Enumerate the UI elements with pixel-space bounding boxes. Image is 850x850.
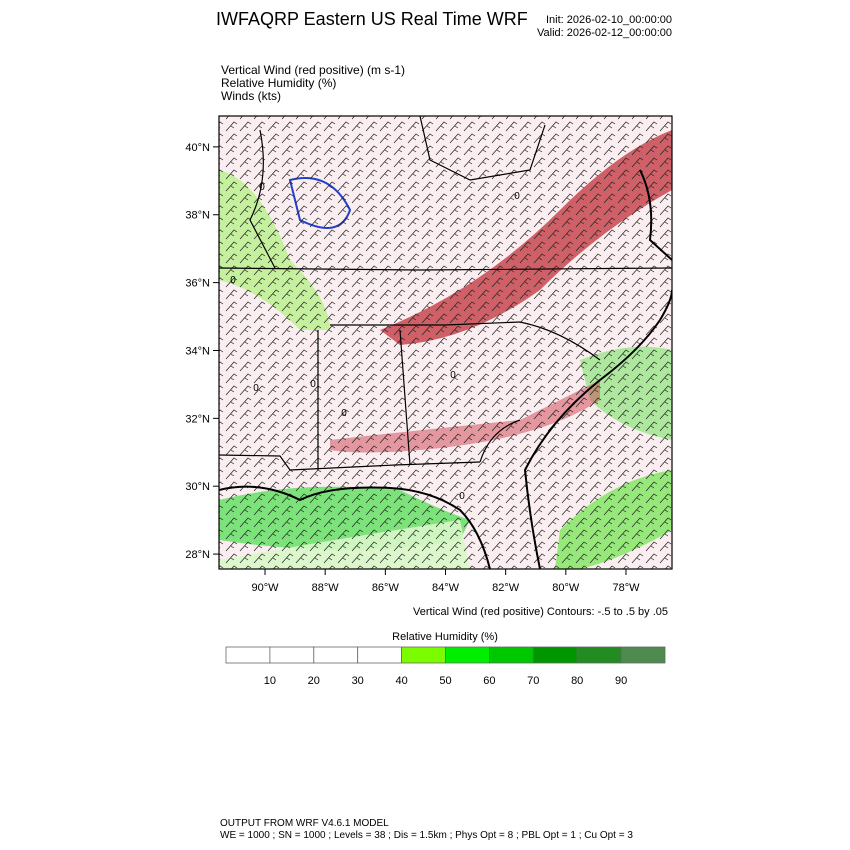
colorbar-title: Relative Humidity (%) <box>392 631 498 643</box>
field-label: Vertical Wind (red positive) (m s-1) <box>221 63 405 77</box>
lat-tick-label: 40°N <box>185 142 210 154</box>
colorbar-box <box>357 646 403 664</box>
colorbar-label: 80 <box>571 675 583 687</box>
lat-tick-label: 32°N <box>185 413 210 425</box>
colorbar-label: 10 <box>264 675 276 687</box>
colorbar-box <box>313 646 359 664</box>
lon-tick-label: 82°W <box>492 582 520 594</box>
contour-label: 0 <box>310 379 316 390</box>
colorbar-box <box>225 646 271 664</box>
lon-tick-label: 84°W <box>432 582 460 594</box>
lat-tick-label: 30°N <box>185 481 210 493</box>
colorbar-box <box>269 646 315 664</box>
lon-tick-label: 78°W <box>612 582 640 594</box>
colorbar-box <box>488 646 534 664</box>
colorbar-box <box>532 646 578 664</box>
contour-note: Vertical Wind (red positive) Contours: -… <box>413 606 668 618</box>
state-borders <box>219 116 672 471</box>
contour-label: 0 <box>259 182 265 193</box>
colorbar-label: 60 <box>483 675 495 687</box>
title: IWFAQRP Eastern US Real Time WRF <box>216 9 528 29</box>
colorbar-box <box>401 646 446 664</box>
colorbar-label: 50 <box>439 675 451 687</box>
map-field <box>219 116 672 569</box>
colorbar-label: 90 <box>615 675 627 687</box>
contour-label: 0 <box>230 275 236 286</box>
lon-tick-label: 86°W <box>372 582 400 594</box>
footer-line: WE = 1000 ; SN = 1000 ; Levels = 38 ; Di… <box>220 830 633 841</box>
lat-tick-label: 28°N <box>185 549 210 561</box>
coastline <box>219 169 672 569</box>
colorbar-label: 70 <box>527 675 539 687</box>
contour-label: 0 <box>514 191 520 202</box>
colorbar-label: 20 <box>308 675 320 687</box>
colorbar-label: 30 <box>352 675 364 687</box>
wind-barbs <box>219 116 672 569</box>
lon-tick-label: 80°W <box>552 582 580 594</box>
valid-time: Valid: 2026-02-12_00:00:00 <box>537 27 672 39</box>
lon-tick-label: 88°W <box>312 582 340 594</box>
colorbar-box <box>620 646 666 664</box>
contour-label: 0 <box>341 408 347 419</box>
field-label: Winds (kts) <box>221 89 281 103</box>
field-label: Relative Humidity (%) <box>221 76 336 90</box>
contour-label: 0 <box>459 491 465 502</box>
init-time: Init: 2026-02-10_00:00:00 <box>546 14 672 26</box>
lat-tick-label: 38°N <box>185 210 210 222</box>
contour-label: 0 <box>253 383 259 394</box>
contour-label: 0 <box>450 370 456 381</box>
colorbar-label: 40 <box>395 675 407 687</box>
lat-tick-label: 34°N <box>185 345 210 357</box>
colorbar-box <box>576 646 622 664</box>
footer-line: OUTPUT FROM WRF V4.6.1 MODEL <box>220 818 389 829</box>
lat-tick-label: 36°N <box>185 278 210 290</box>
lon-tick-label: 90°W <box>252 582 280 594</box>
colorbar-box <box>445 646 490 664</box>
